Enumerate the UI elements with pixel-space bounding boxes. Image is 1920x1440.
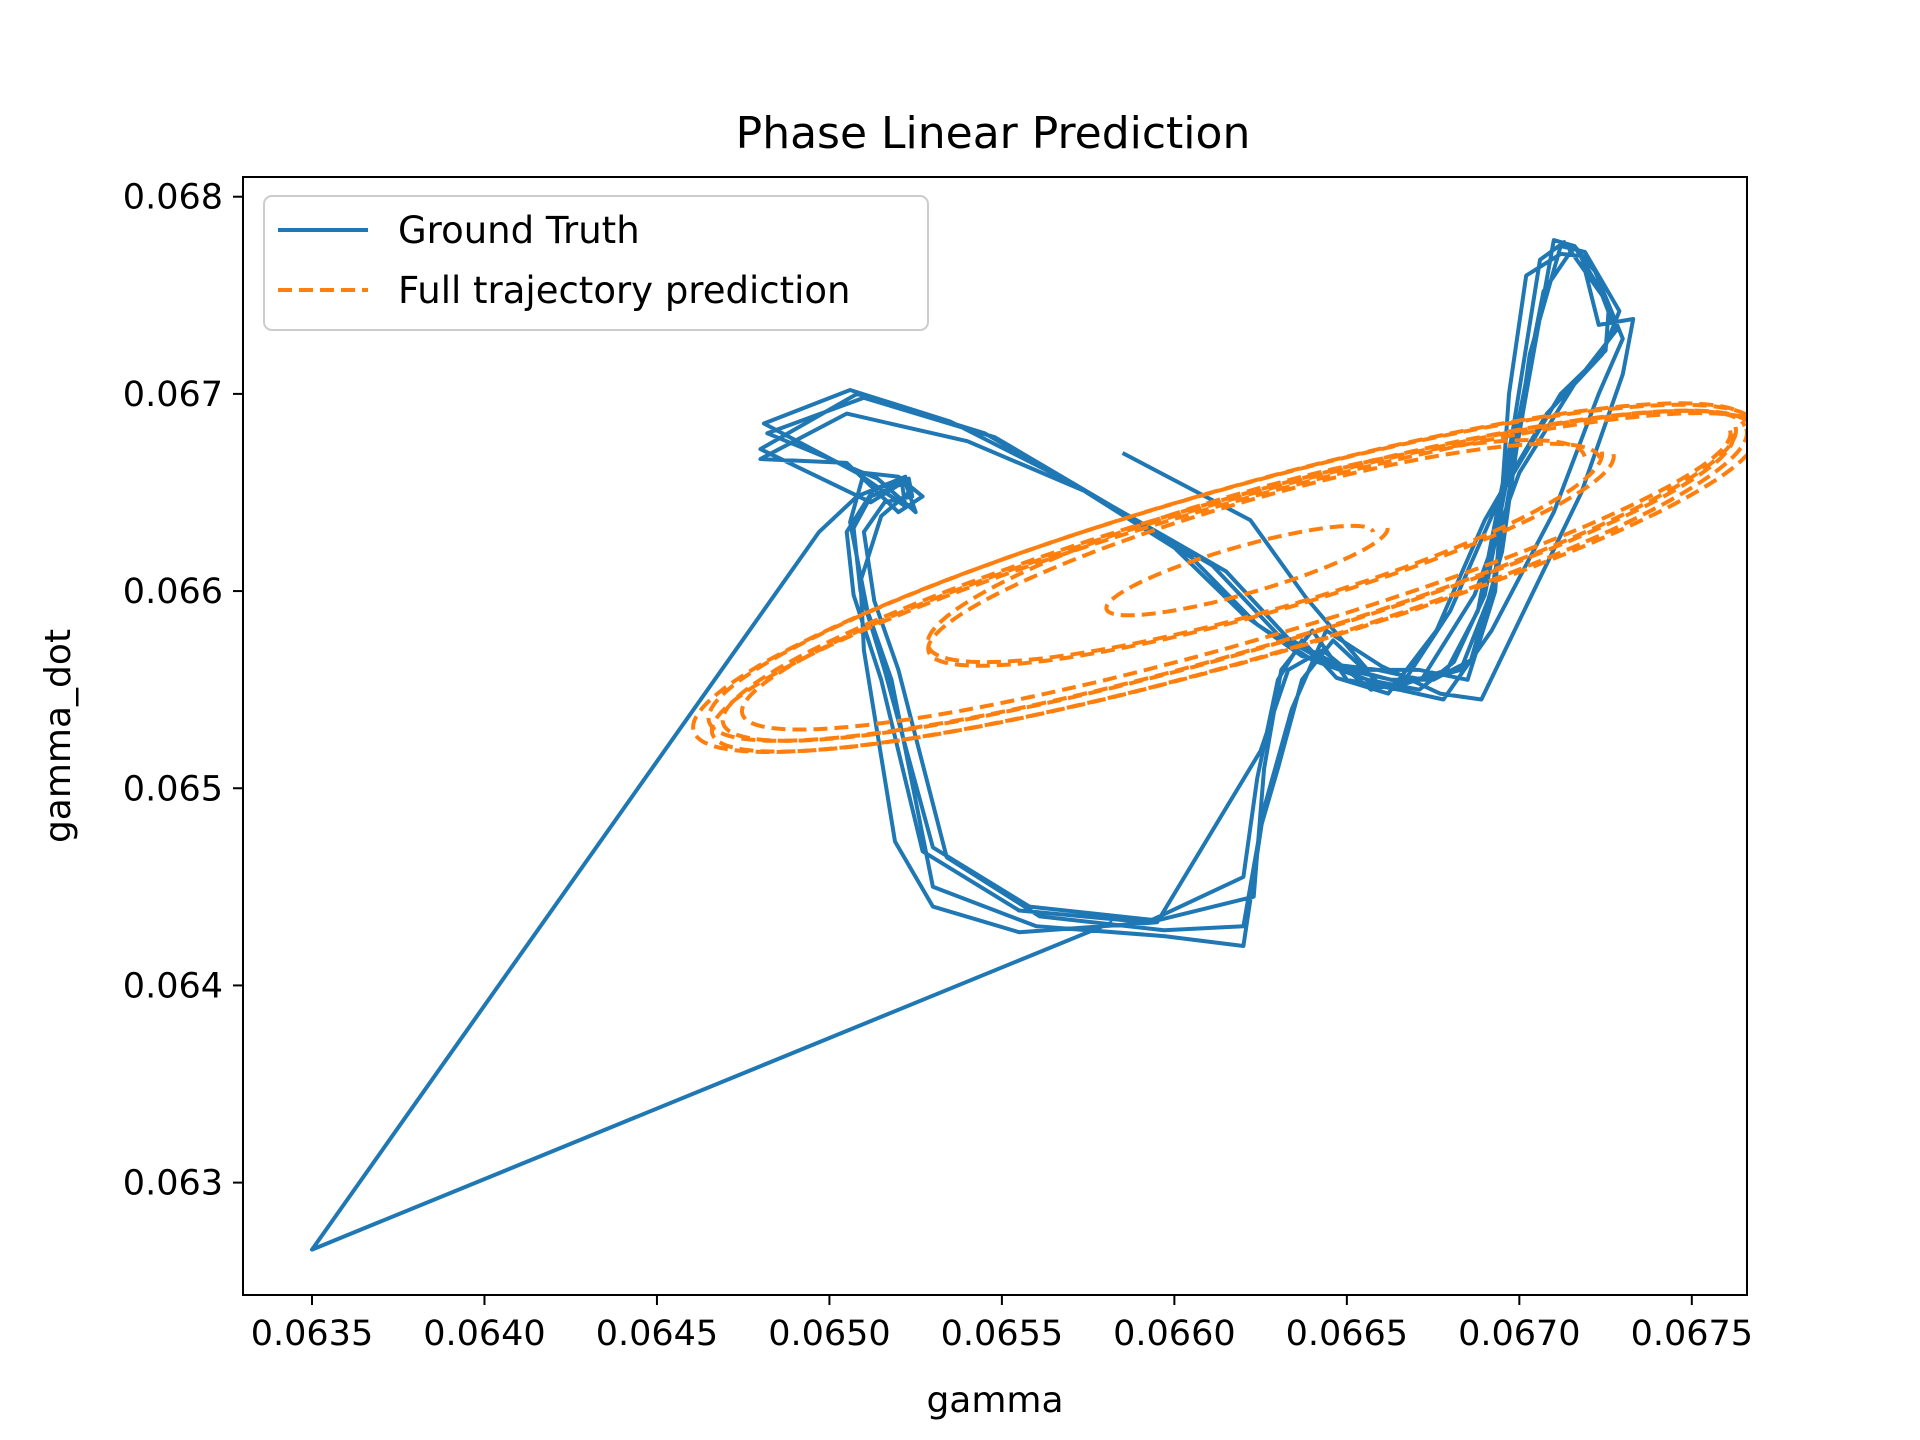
legend-box: [263, 195, 929, 331]
x-axis-ticks: 0.0635 0.0640 0.0645 0.0650 0.0655 0.0660 0.06…: [251, 1295, 1753, 1354]
y-tick-label: 0.063: [123, 1164, 223, 1204]
prediction-line: [926, 441, 1616, 668]
y-axis-ticks: 0.063 0.064 0.065 0.066 0.067 0.068: [123, 178, 243, 1204]
y-axis-label: gamma_dot: [38, 629, 79, 843]
legend-prediction-label: Full trajectory prediction: [398, 269, 850, 312]
x-tick-label: 0.0650: [768, 1314, 890, 1354]
x-tick-label: 0.0660: [1113, 1314, 1235, 1354]
prediction-line: [925, 438, 1605, 665]
y-tick-label: 0.065: [123, 769, 223, 809]
chart-title: Phase Linear Prediction: [736, 108, 1251, 159]
y-tick-label: 0.067: [123, 375, 223, 415]
prediction-line: [1104, 523, 1390, 618]
ground-truth-line: [310, 238, 1636, 1252]
x-tick-label: 0.0635: [251, 1314, 373, 1354]
series-layer: [310, 238, 1747, 1252]
plot-area: [310, 238, 1747, 1252]
x-axis-label: gamma: [926, 1380, 1063, 1421]
axes-frame: [242, 176, 1748, 1296]
x-tick-label: 0.0675: [1631, 1314, 1753, 1354]
y-tick-label: 0.064: [123, 966, 223, 1006]
x-tick-label: 0.0665: [1286, 1314, 1408, 1354]
x-tick-label: 0.0670: [1458, 1314, 1580, 1354]
legend-ground-truth-label: Ground Truth: [398, 209, 640, 252]
legend: Ground Truth Full trajectory prediction: [263, 195, 929, 331]
prediction-line: [739, 408, 1747, 732]
x-tick-label: 0.0655: [941, 1314, 1063, 1354]
x-tick-label: 0.0645: [596, 1314, 718, 1354]
prediction-line: [691, 402, 1747, 754]
y-tick-label: 0.068: [123, 178, 223, 218]
prediction-line: [706, 401, 1747, 743]
y-tick-label: 0.066: [123, 572, 223, 612]
x-tick-label: 0.0640: [423, 1314, 545, 1354]
